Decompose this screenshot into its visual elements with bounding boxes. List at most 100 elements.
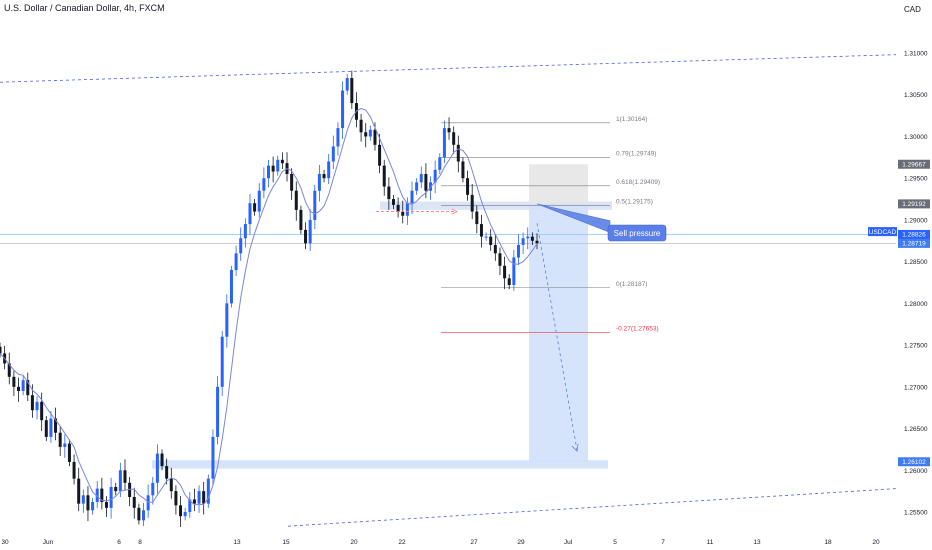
price-scale-label-bg <box>898 238 930 248</box>
candle-body <box>174 491 178 506</box>
candle-body <box>419 174 423 183</box>
candle-body <box>313 190 317 220</box>
candle-body <box>192 499 196 504</box>
price-scale-label-bg <box>898 159 930 169</box>
candle-body <box>512 257 516 286</box>
candle-body <box>267 165 270 179</box>
profit-zone <box>529 203 588 462</box>
y-tick-label: 1.25500 <box>904 510 928 517</box>
candle-body <box>378 144 382 166</box>
candle-body <box>234 253 238 270</box>
candle-body <box>456 144 460 162</box>
candle-body <box>183 512 187 517</box>
candle-body <box>507 278 511 286</box>
candle-body <box>169 478 173 492</box>
x-tick-label: 20 <box>350 539 358 546</box>
y-tick-label: 1.29500 <box>904 176 928 183</box>
candle-body <box>77 478 81 504</box>
x-tick-label: 6 <box>117 539 121 546</box>
candle-body <box>239 238 243 254</box>
candle-body <box>401 211 405 216</box>
candle-body <box>280 159 284 164</box>
candle-body <box>253 203 257 212</box>
candle-body <box>197 491 201 504</box>
candle-body <box>391 199 395 205</box>
y-tick-label: 1.26000 <box>904 468 928 475</box>
x-tick-label: 22 <box>398 539 406 546</box>
candle-body <box>229 269 233 304</box>
candle-body <box>290 174 294 191</box>
candle-body <box>160 453 164 467</box>
candle-body <box>331 146 335 162</box>
candle-body <box>123 470 127 483</box>
y-tick-label: 1.30000 <box>904 134 928 141</box>
candle-body <box>211 436 215 479</box>
candle-body <box>58 432 62 447</box>
candle-body <box>410 190 414 204</box>
x-tick-label: 18 <box>824 539 832 546</box>
candle-body <box>271 165 275 172</box>
x-tick-label: 29 <box>517 539 525 546</box>
candle-body <box>424 174 428 191</box>
x-tick-label: 7 <box>661 539 665 546</box>
candle-body <box>516 244 520 258</box>
currency-label: CAD <box>904 5 921 14</box>
candle-body <box>104 501 108 508</box>
resistance-zone <box>380 201 612 210</box>
candle-body <box>248 203 252 225</box>
chart-title: U.S. Dollar / Canadian Dollar, 4h, FXCM <box>4 3 165 13</box>
candle-body <box>466 178 470 195</box>
candle-body <box>535 240 539 244</box>
candle-body <box>364 132 368 137</box>
candle-body <box>521 238 525 245</box>
x-tick-label: 15 <box>282 539 290 546</box>
x-tick-label: 30 <box>1 539 9 546</box>
candle-body <box>461 161 465 179</box>
candle-body <box>202 491 206 504</box>
candle-body <box>109 486 113 508</box>
price-scale-label: USDCAD <box>869 229 897 236</box>
fib-level-label: 0(1.28187) <box>616 281 647 288</box>
candle-body <box>498 253 502 266</box>
candle-body <box>327 161 331 179</box>
candle-body <box>72 461 76 479</box>
x-tick-label: 5 <box>613 539 617 546</box>
callout-box <box>607 224 667 242</box>
candle-body <box>304 229 308 244</box>
fib-level-label: 0.618(1.29409) <box>616 179 660 186</box>
candle-body <box>479 224 483 237</box>
y-tick-label: 1.27000 <box>904 384 928 391</box>
candle-body <box>100 488 104 502</box>
candle-body <box>137 507 141 521</box>
candle-body <box>142 510 146 521</box>
y-tick-label: 1.31000 <box>904 51 928 58</box>
candle-body <box>21 380 25 391</box>
candle-body <box>489 236 493 245</box>
candle-body <box>220 336 224 387</box>
candle-body <box>470 194 474 212</box>
candle-body <box>262 178 266 191</box>
channel-lower-line <box>287 488 897 527</box>
candle-body <box>308 219 312 244</box>
fib-level-label: 0.5(1.29175) <box>616 198 653 205</box>
candle-body <box>345 78 349 91</box>
candle-body <box>17 386 21 391</box>
candle-body <box>91 501 95 511</box>
candles <box>0 70 539 528</box>
candle-body <box>433 169 437 183</box>
price-scale-label-bg <box>868 227 897 237</box>
candle-body <box>225 303 229 337</box>
candle-body <box>63 443 67 447</box>
y-tick-label: 1.30500 <box>904 92 928 99</box>
candle-body <box>81 495 85 504</box>
candle-body <box>452 132 456 145</box>
price-scale-label-bg <box>898 199 930 209</box>
candle-body <box>503 265 507 279</box>
candle-body <box>438 157 442 170</box>
candle-body <box>484 236 488 238</box>
x-tick-label: 13 <box>753 539 761 546</box>
candle-body <box>350 78 354 104</box>
candle-body <box>30 395 34 411</box>
candle-body <box>415 182 419 191</box>
